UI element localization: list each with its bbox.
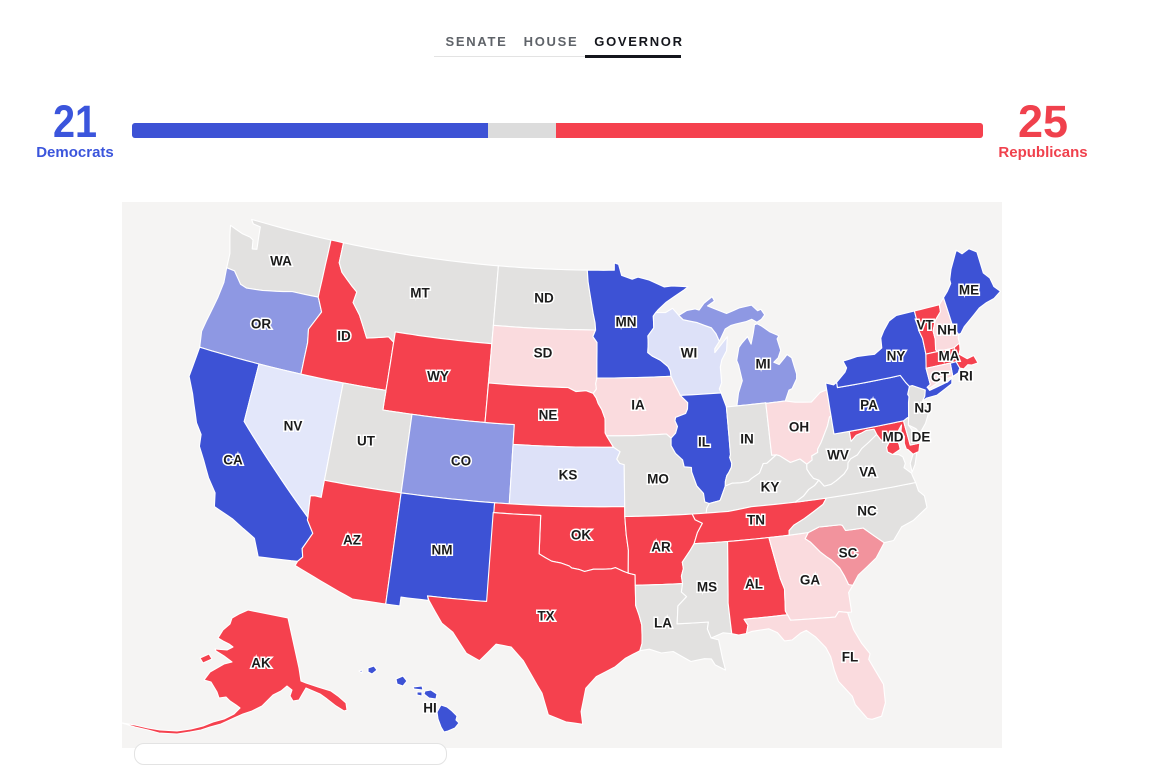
svg-text:AK: AK <box>251 656 271 671</box>
svg-text:AZ: AZ <box>343 533 361 548</box>
svg-text:MD: MD <box>883 430 904 445</box>
svg-text:OH: OH <box>789 420 809 435</box>
svg-text:MO: MO <box>647 472 669 487</box>
svg-text:WA: WA <box>270 254 292 269</box>
svg-text:IN: IN <box>740 432 754 447</box>
svg-text:NM: NM <box>432 543 453 558</box>
svg-text:NJ: NJ <box>914 401 931 416</box>
svg-text:ND: ND <box>534 291 554 306</box>
svg-text:TN: TN <box>747 513 765 528</box>
svg-text:MN: MN <box>616 315 637 330</box>
svg-text:ID: ID <box>337 329 351 344</box>
svg-text:OK: OK <box>571 528 592 543</box>
svg-text:CA: CA <box>223 453 243 468</box>
svg-text:NC: NC <box>857 504 877 519</box>
svg-text:TX: TX <box>537 609 554 624</box>
svg-text:NV: NV <box>284 419 303 434</box>
svg-text:DE: DE <box>912 430 931 445</box>
svg-text:UT: UT <box>357 434 376 449</box>
svg-text:ME: ME <box>959 283 979 298</box>
svg-text:CT: CT <box>931 370 950 385</box>
svg-text:LA: LA <box>654 616 672 631</box>
svg-text:IL: IL <box>698 435 710 450</box>
svg-text:FL: FL <box>842 650 859 665</box>
svg-text:OR: OR <box>251 317 272 332</box>
svg-text:MS: MS <box>697 580 717 595</box>
svg-text:SD: SD <box>534 346 553 361</box>
svg-text:MA: MA <box>939 349 960 364</box>
svg-text:RI: RI <box>959 369 973 384</box>
svg-text:VT: VT <box>916 318 934 333</box>
svg-text:SC: SC <box>839 546 858 561</box>
svg-text:VA: VA <box>859 465 877 480</box>
svg-text:AL: AL <box>745 577 763 592</box>
svg-text:WY: WY <box>427 369 449 384</box>
svg-text:KS: KS <box>559 468 578 483</box>
svg-text:IA: IA <box>631 398 645 413</box>
svg-text:PA: PA <box>860 398 878 413</box>
svg-text:WI: WI <box>681 346 698 361</box>
svg-text:NY: NY <box>887 349 906 364</box>
svg-text:NH: NH <box>937 323 957 338</box>
svg-text:GA: GA <box>800 573 821 588</box>
svg-text:WV: WV <box>827 448 849 463</box>
svg-text:CO: CO <box>451 454 471 469</box>
svg-text:MT: MT <box>410 286 430 301</box>
svg-text:KY: KY <box>761 480 780 495</box>
svg-text:HI: HI <box>423 701 437 716</box>
svg-text:MI: MI <box>756 357 771 372</box>
svg-text:NE: NE <box>539 408 558 423</box>
svg-text:AR: AR <box>651 540 671 555</box>
